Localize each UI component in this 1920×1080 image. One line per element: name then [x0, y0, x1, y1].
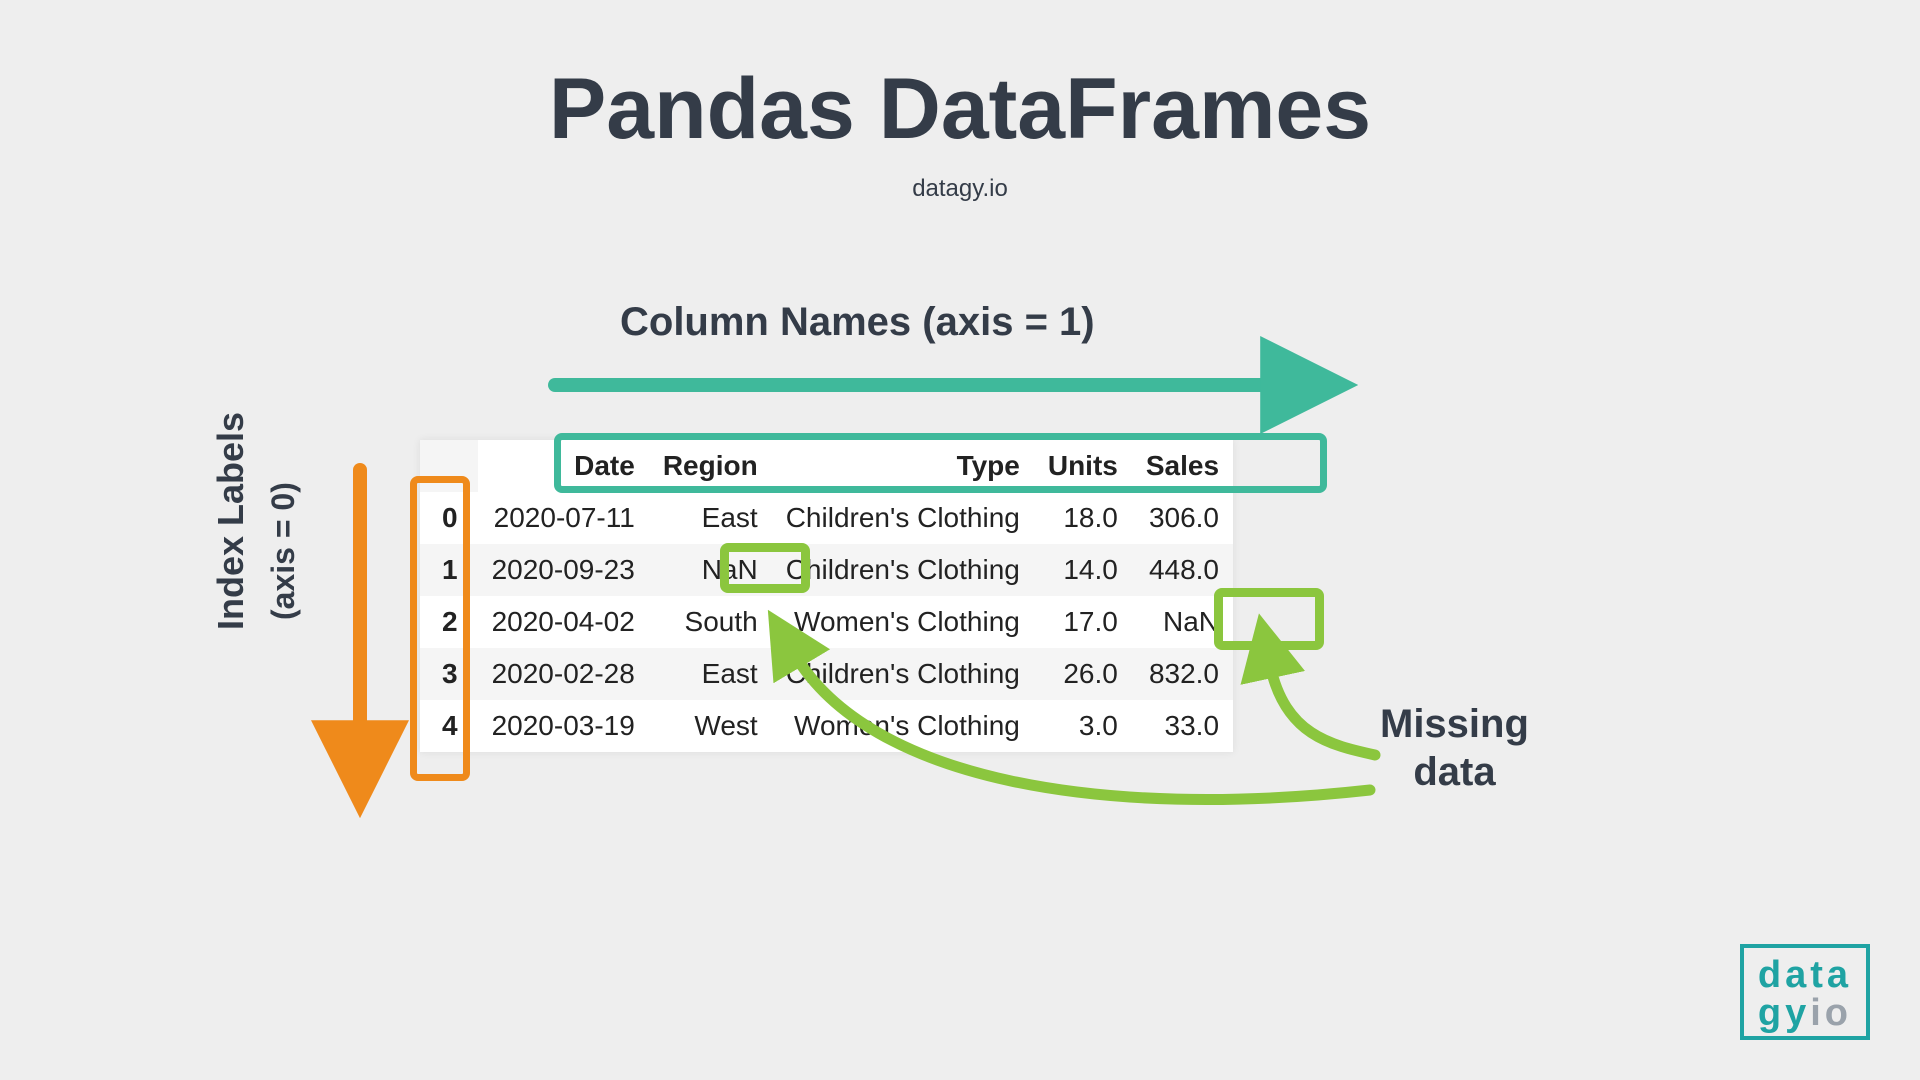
- cell: Children's Clothing: [772, 648, 1034, 700]
- missing-data-arrow-2: [1270, 665, 1375, 755]
- cell: 832.0: [1132, 648, 1233, 700]
- index-labels-label: Index Labels: [210, 412, 252, 630]
- index-cell: 2: [420, 596, 478, 648]
- cell: 306.0: [1132, 492, 1233, 544]
- cell: West: [649, 700, 772, 752]
- page-subtitle: datagy.io: [0, 175, 1920, 203]
- cell: 448.0: [1132, 544, 1233, 596]
- logo-row2b: io: [1810, 992, 1852, 1034]
- cell: 26.0: [1034, 648, 1132, 700]
- missing-data-label: Missing data: [1380, 700, 1529, 796]
- table-row: 0 2020-07-11 East Children's Clothing 18…: [420, 492, 1233, 544]
- cell: 2020-04-02: [478, 596, 649, 648]
- page-title: Pandas DataFrames: [0, 60, 1920, 159]
- table-row: 3 2020-02-28 East Children's Clothing 26…: [420, 648, 1233, 700]
- index-cell: 1: [420, 544, 478, 596]
- cell: NaN: [649, 544, 772, 596]
- cell: East: [649, 492, 772, 544]
- cell: 3.0: [1034, 700, 1132, 752]
- cell: 17.0: [1034, 596, 1132, 648]
- col-header: Sales: [1132, 440, 1233, 492]
- index-cell: 0: [420, 492, 478, 544]
- logo-row1: data: [1758, 956, 1852, 994]
- table-header-row: Date Region Type Units Sales: [420, 440, 1233, 492]
- col-header: Type: [772, 440, 1034, 492]
- logo-row2a: gy: [1758, 992, 1810, 1034]
- table-row: 2 2020-04-02 South Women's Clothing 17.0…: [420, 596, 1233, 648]
- cell: Women's Clothing: [772, 596, 1034, 648]
- cell: 2020-03-19: [478, 700, 649, 752]
- cell: East: [649, 648, 772, 700]
- cell: 33.0: [1132, 700, 1233, 752]
- cell: Children's Clothing: [772, 492, 1034, 544]
- missing-data-line2: data: [1413, 750, 1495, 794]
- cell: 14.0: [1034, 544, 1132, 596]
- col-header: Units: [1034, 440, 1132, 492]
- index-cell: 3: [420, 648, 478, 700]
- cell: South: [649, 596, 772, 648]
- dataframe-table: Date Region Type Units Sales 0 2020-07-1…: [420, 440, 1233, 752]
- column-names-label: Column Names (axis = 1): [620, 300, 1095, 345]
- table-row: 1 2020-09-23 NaN Children's Clothing 14.…: [420, 544, 1233, 596]
- cell: Women's Clothing: [772, 700, 1034, 752]
- table-row: 4 2020-03-19 West Women's Clothing 3.0 3…: [420, 700, 1233, 752]
- dataframe-table-wrap: Date Region Type Units Sales 0 2020-07-1…: [420, 440, 1233, 752]
- missing-data-line1: Missing: [1380, 702, 1529, 746]
- cell: 2020-02-28: [478, 648, 649, 700]
- index-cell: 4: [420, 700, 478, 752]
- cell: 18.0: [1034, 492, 1132, 544]
- cell: NaN: [1132, 596, 1233, 648]
- datagy-logo: data gyio: [1740, 944, 1870, 1040]
- cell: Children's Clothing: [772, 544, 1034, 596]
- col-header: Region: [649, 440, 772, 492]
- cell: 2020-07-11: [478, 492, 649, 544]
- table-corner: [420, 440, 478, 492]
- col-header: Date: [478, 440, 649, 492]
- axis0-label: (axis = 0): [265, 482, 302, 620]
- cell: 2020-09-23: [478, 544, 649, 596]
